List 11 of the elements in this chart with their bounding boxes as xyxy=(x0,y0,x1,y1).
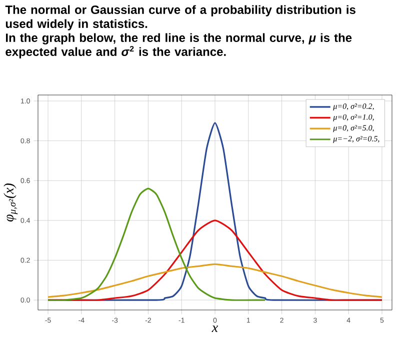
x-axis-title: x xyxy=(212,326,218,332)
legend-label: μ=−2, σ²=0.5, xyxy=(333,136,380,143)
legend-label: μ=0, σ²=1.0, xyxy=(333,114,374,122)
chart-title: The normal or Gaussian curve of a probability distribution is used widely in statistics. xyxy=(5,5,356,30)
y-axis-title: φ$_{μ,σ²}$(x) xyxy=(4,183,18,222)
line-series xyxy=(47,220,383,301)
line-series xyxy=(47,263,383,298)
line-series xyxy=(47,188,266,301)
text: In the graph below, the red line is the normal curve, μ is the expected value and σ$^{2}$ is the variance. xyxy=(6,33,352,58)
legend-label: μ=0, σ²=5.0, xyxy=(333,125,374,132)
legend-label: μ=0, σ²=0.2, xyxy=(333,104,374,111)
